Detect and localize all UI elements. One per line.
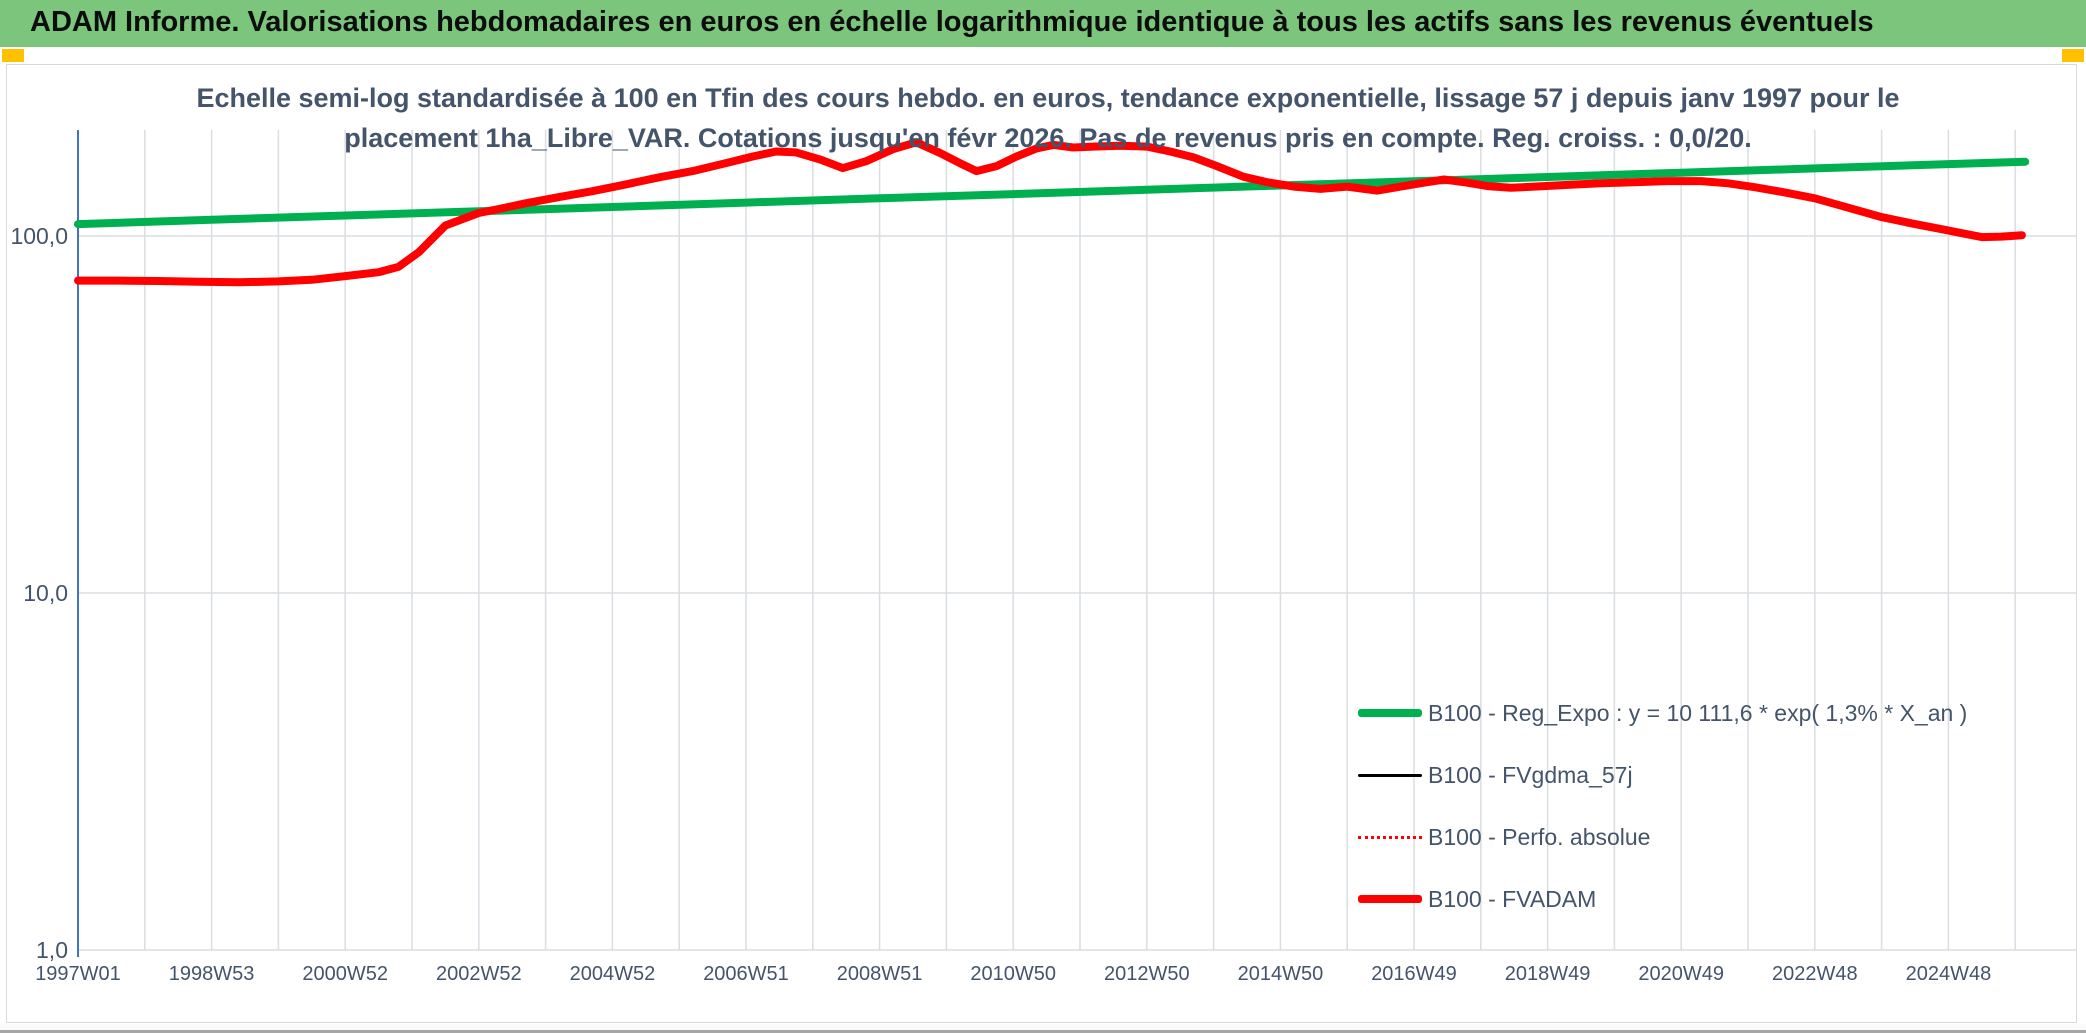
y-tick-label: 1,0 xyxy=(36,937,68,963)
x-tick-label: 2000W52 xyxy=(302,963,388,985)
legend-swatch-dotted-line xyxy=(1358,835,1422,839)
y-tick-label: 10,0 xyxy=(23,580,68,606)
x-tick-label: 2018W49 xyxy=(1504,963,1591,985)
legend-swatch-line xyxy=(1358,709,1422,717)
y-tick-label: 100,0 xyxy=(10,223,68,249)
legend-label: B100 - Perfo. absolue xyxy=(1428,823,1651,850)
legend-swatch-line xyxy=(1358,895,1422,903)
x-tick-label: 2020W49 xyxy=(1638,963,1724,985)
x-tick-label: 2016W49 xyxy=(1371,963,1457,985)
chart-title: Echelle semi-log standardisée à 100 en T… xyxy=(30,78,2066,158)
legend-item: B100 - Perfo. absolue xyxy=(1358,806,1967,868)
chart-title-line1: Echelle semi-log standardisée à 100 en T… xyxy=(196,83,1900,113)
legend-item: B100 - Reg_Expo : y = 10 111,6 * exp( 1,… xyxy=(1358,682,1967,744)
x-tick-label: 2014W50 xyxy=(1237,963,1324,985)
banner-title: ADAM Informe. Valorisations hebdomadaire… xyxy=(30,6,1874,38)
x-tick-label: 2002W52 xyxy=(435,963,522,985)
x-tick-label: 2006W51 xyxy=(703,963,789,985)
series-line-fvadam xyxy=(74,138,2026,287)
chart-legend: B100 - Reg_Expo : y = 10 111,6 * exp( 1,… xyxy=(1358,682,1967,930)
legend-item: B100 - FVADAM xyxy=(1358,868,1967,930)
series-line-reg-expo xyxy=(74,157,2030,229)
legend-item: B100 - FVgdma_57j xyxy=(1358,744,1967,806)
legend-label: B100 - FVADAM xyxy=(1428,885,1597,912)
chart-title-line2: placement 1ha_Libre_VAR. Cotations jusqu… xyxy=(344,123,1752,153)
banner: ADAM Informe. Valorisations hebdomadaire… xyxy=(0,0,2086,47)
legend-label: B100 - FVgdma_57j xyxy=(1428,761,1633,788)
legend-swatch-line xyxy=(1358,773,1422,777)
orange-marker-top-left xyxy=(2,49,24,62)
x-tick-label: 1997W01 xyxy=(35,963,121,985)
window-bottom-edge xyxy=(0,1024,2086,1033)
x-tick-label: 2022W48 xyxy=(1771,963,1858,985)
x-tick-label: 2008W51 xyxy=(836,963,923,985)
x-tick-label: 2010W50 xyxy=(970,963,1056,985)
legend-label: B100 - Reg_Expo : y = 10 111,6 * exp( 1,… xyxy=(1428,699,1968,726)
x-tick-label: 2004W52 xyxy=(569,963,656,985)
x-tick-label: 1998W53 xyxy=(168,963,255,985)
x-tick-label: 2012W50 xyxy=(1103,963,1190,985)
x-tick-label: 2024W48 xyxy=(1905,963,1992,985)
chart-panel xyxy=(6,64,2077,1023)
orange-marker-top-right xyxy=(2062,49,2084,62)
